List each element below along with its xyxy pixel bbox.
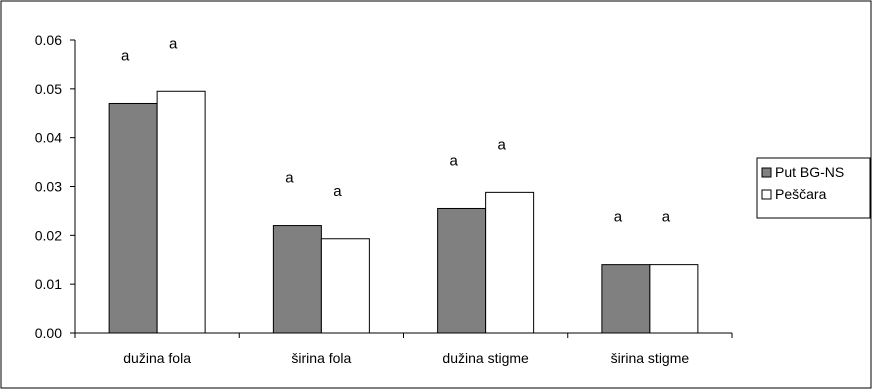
y-tick-label: 0.01 xyxy=(35,276,62,292)
significance-label: a xyxy=(169,35,178,52)
bar xyxy=(601,264,651,334)
bar xyxy=(437,207,487,334)
significance-label: a xyxy=(121,47,130,64)
plot-area: 0.00 0.01 0.02 0.03 0.04 0.05 0.06 a a dužina fol… xyxy=(35,32,733,366)
y-tick-label: 0.03 xyxy=(35,179,62,195)
significance-label: a xyxy=(662,209,671,226)
legend-label: Put BG-NS xyxy=(775,164,844,180)
bar xyxy=(485,191,535,334)
y-tick-label: 0.06 xyxy=(35,32,62,48)
y-tick-label: 0.05 xyxy=(35,81,62,97)
significance-label: a xyxy=(497,136,506,153)
legend: Put BG-NS Peščara xyxy=(756,157,871,219)
x-tick-label: širina fola xyxy=(291,350,351,366)
legend-label: Peščara xyxy=(775,186,827,202)
y-tick-label: 0.02 xyxy=(35,227,62,243)
significance-label: a xyxy=(285,170,294,187)
x-tick-label: dužina fola xyxy=(123,350,191,366)
significance-label: a xyxy=(333,183,342,200)
legend-swatch xyxy=(761,189,772,200)
x-tick-label: širina stigme xyxy=(611,350,690,366)
y-tick-label: 0.04 xyxy=(35,130,62,146)
legend-box xyxy=(756,157,871,219)
y-tick-label: 0.00 xyxy=(35,325,62,341)
bar xyxy=(272,225,322,334)
significance-label: a xyxy=(614,209,623,226)
significance-label: a xyxy=(449,152,458,169)
x-tick-label: dužina stigme xyxy=(442,350,529,366)
bar xyxy=(649,264,699,334)
bar xyxy=(320,238,370,334)
bar xyxy=(156,90,206,334)
legend-swatch xyxy=(761,167,772,178)
bar xyxy=(108,102,158,334)
